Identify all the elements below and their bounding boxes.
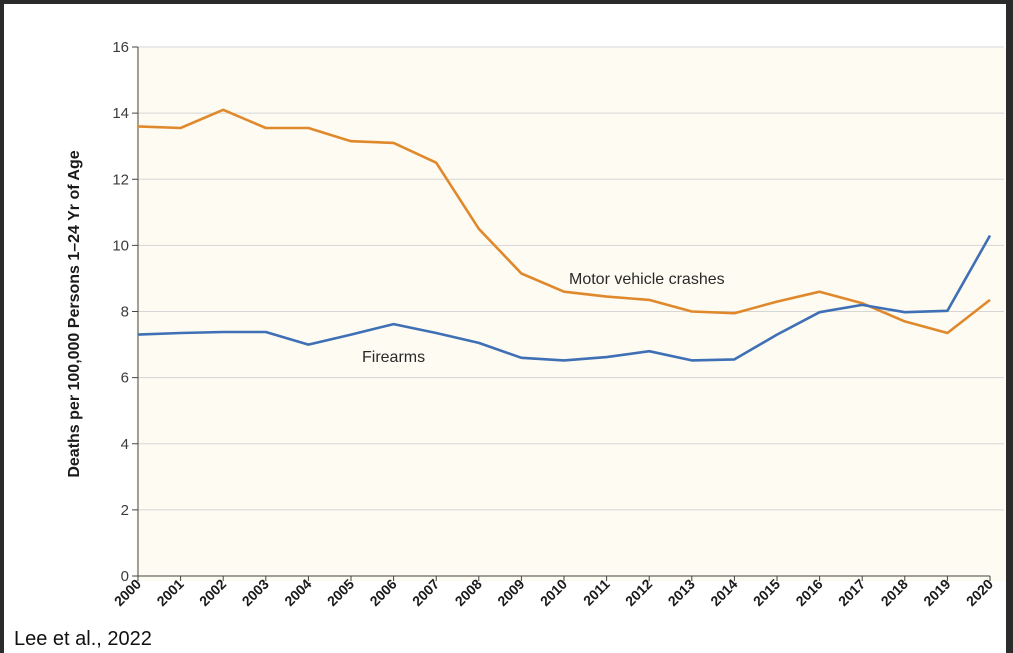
source-credit: Lee et al., 2022 — [14, 628, 152, 650]
series-line-firearms — [137, 234, 992, 362]
series-lines — [137, 108, 992, 362]
y-tick-label: 2 — [121, 502, 129, 519]
grid-lines — [138, 46, 1004, 511]
y-tick-label: 16 — [112, 39, 129, 56]
series-line-motor-vehicle-crashes — [137, 108, 991, 335]
y-tick-label: 6 — [121, 370, 129, 387]
y-tick-label: 8 — [121, 304, 129, 321]
y-tick-label: 12 — [112, 171, 129, 188]
y-tick-label: 4 — [121, 436, 129, 453]
y-tick-label: 14 — [112, 105, 129, 122]
annotation-motor-vehicle: Motor vehicle crashes — [569, 271, 725, 288]
axes — [132, 46, 991, 581]
y-axis-label: Deaths per 100,000 Persons 1–24 Yr of Ag… — [66, 150, 83, 477]
annotation-firearms: Firearms — [362, 349, 425, 366]
y-tick-label: 10 — [112, 237, 129, 254]
y-tick-labels: 0 2 4 6 8 10 12 14 16 — [112, 39, 129, 585]
y-tick-label: 0 — [121, 568, 129, 585]
plot-area-background — [136, 48, 1006, 581]
figure-panel: 0 2 4 6 8 10 12 14 16 2000 2001 2002 2003 2004 2005 20… — [4, 4, 1006, 653]
